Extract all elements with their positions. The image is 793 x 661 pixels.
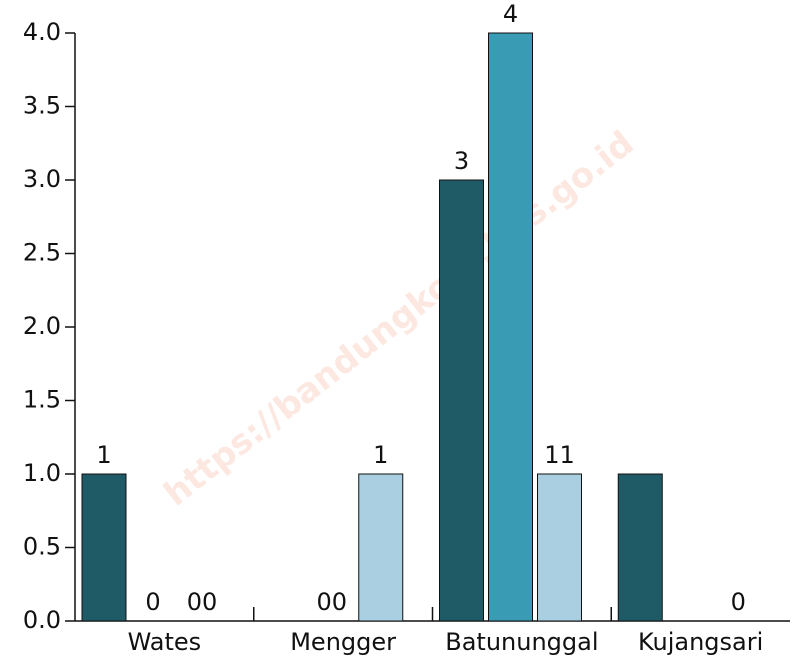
y-tick-label: 0.5 bbox=[23, 533, 61, 561]
y-tick-label: 2.5 bbox=[23, 239, 61, 267]
x-tick-label: Batununggal bbox=[445, 628, 598, 656]
bar bbox=[488, 32, 533, 622]
bar bbox=[81, 473, 127, 622]
bar bbox=[537, 473, 582, 622]
data-label: 11 bbox=[544, 441, 575, 469]
data-label: 4 bbox=[503, 0, 518, 28]
y-tick-label: 3.5 bbox=[23, 92, 61, 120]
data-label: 3 bbox=[454, 147, 469, 175]
data-label: 1 bbox=[373, 441, 388, 469]
y-tick-label: 1.5 bbox=[23, 386, 61, 414]
y-tick-label: 4.0 bbox=[23, 18, 61, 46]
data-label: 0 bbox=[145, 588, 160, 616]
data-label: 00 bbox=[187, 588, 218, 616]
y-tick-label: 0.0 bbox=[23, 606, 61, 634]
data-label: 0 bbox=[731, 588, 746, 616]
x-tick-label: Wates bbox=[128, 628, 202, 656]
bar bbox=[439, 179, 484, 622]
bar bbox=[358, 473, 404, 622]
data-label: 1 bbox=[96, 441, 111, 469]
y-tick-label: 3.0 bbox=[23, 165, 61, 193]
bar bbox=[617, 473, 663, 622]
y-tick-label: 2.0 bbox=[23, 312, 61, 340]
y-tick-label: 1.0 bbox=[23, 459, 61, 487]
data-label: 00 bbox=[316, 588, 347, 616]
x-tick-label: Kujangsari bbox=[638, 628, 763, 656]
x-tick-label: Mengger bbox=[290, 628, 396, 656]
